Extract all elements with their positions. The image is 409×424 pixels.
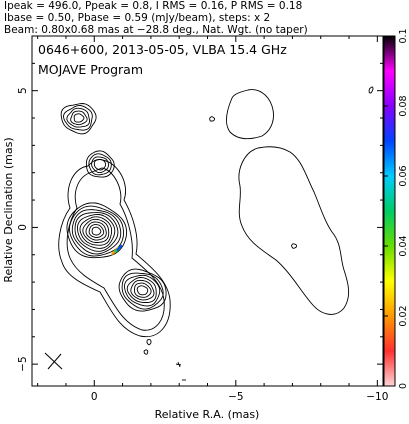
contour-core xyxy=(82,218,110,243)
colorbar-tick-label: 0 xyxy=(398,383,409,389)
contour-core xyxy=(66,202,128,259)
contour-core xyxy=(77,214,116,249)
contour-jet-south xyxy=(124,274,161,307)
header-line-2: Ibase = 0.50, Pbase = 0.59 (mJy/beam), s… xyxy=(4,12,270,24)
y-axis-label: Relative Declination (mas) xyxy=(2,137,15,282)
x-tick-label: −5 xyxy=(228,391,243,403)
x-tick-label: −10 xyxy=(366,391,388,403)
contour-north-east xyxy=(73,113,85,123)
contour-speck xyxy=(146,339,152,346)
contour-speck xyxy=(209,116,215,122)
contour-speck xyxy=(291,243,297,249)
x-axis-label: Relative R.A. (mas) xyxy=(155,408,260,421)
contour-speck xyxy=(175,361,182,368)
header-line-3: Beam: 0.80x0.68 mas at −28.8 deg., Nat. … xyxy=(4,24,308,36)
x-tick-label: 0 xyxy=(91,391,98,403)
colorbar-tick-label: 0.06 xyxy=(398,165,409,186)
colorbar xyxy=(383,35,396,387)
contour-jet-inner xyxy=(85,150,115,178)
plot-subtitle: MOJAVE Program xyxy=(38,62,143,77)
contour-west-upper xyxy=(225,89,274,140)
polarization-tick xyxy=(116,244,123,251)
contour-jet-inner xyxy=(93,159,107,171)
contour-core xyxy=(74,212,119,252)
colorbar-tick-label: 0.02 xyxy=(398,305,409,326)
header-line-1: Ipeak = 496.0, Ppeak = 0.8, I RMS = 0.16… xyxy=(4,0,302,12)
contour-core xyxy=(69,205,124,257)
contour-envelope xyxy=(58,159,171,338)
beam-minor-axis xyxy=(47,353,62,370)
beam-marker xyxy=(44,352,63,370)
contour-north-east xyxy=(63,105,93,131)
contour-north-east xyxy=(60,103,97,135)
contour-jet-inner xyxy=(88,153,112,176)
contour-jet-south xyxy=(136,285,149,296)
plot-title: 0646+600, 2013-05-05, VLBA 15.4 GHz xyxy=(38,42,287,57)
contour-jet-south xyxy=(126,277,157,303)
x-axis-ticks: 0 −5 −10 xyxy=(37,36,388,403)
colorbar-tick-label: 0.08 xyxy=(398,95,409,116)
contour-north-east xyxy=(66,107,90,128)
contour-west-lower xyxy=(238,146,350,315)
contour-jet-south xyxy=(118,268,167,312)
contour-speck xyxy=(368,86,374,94)
colorbar-ticks: 0 0.02 0.04 0.06 0.08 0.1 xyxy=(384,28,409,389)
contour-core xyxy=(85,221,107,241)
polarization-vectors xyxy=(111,244,123,256)
contour-core xyxy=(79,216,113,246)
contour-jet-inner xyxy=(91,156,109,174)
colorbar-tick-label: 0.04 xyxy=(398,235,409,256)
contour-core xyxy=(88,224,105,239)
contour-core xyxy=(91,226,102,236)
contour-jet-south xyxy=(130,279,155,301)
y-tick-label: 5 xyxy=(17,87,29,94)
contour-north-east xyxy=(70,110,88,126)
contour-core xyxy=(71,209,122,255)
plot-frame xyxy=(31,35,384,387)
beam-major-axis xyxy=(44,352,63,370)
y-axis-ticks: −5 0 5 xyxy=(17,62,383,372)
contour-speck xyxy=(143,349,149,355)
contour-layer xyxy=(58,86,374,381)
colorbar-tick-label: 0.1 xyxy=(398,28,409,43)
contour-jet-south xyxy=(134,282,152,298)
y-tick-label: 0 xyxy=(17,224,29,231)
contour-jet-south xyxy=(121,272,164,310)
y-tick-label: −5 xyxy=(17,356,29,371)
